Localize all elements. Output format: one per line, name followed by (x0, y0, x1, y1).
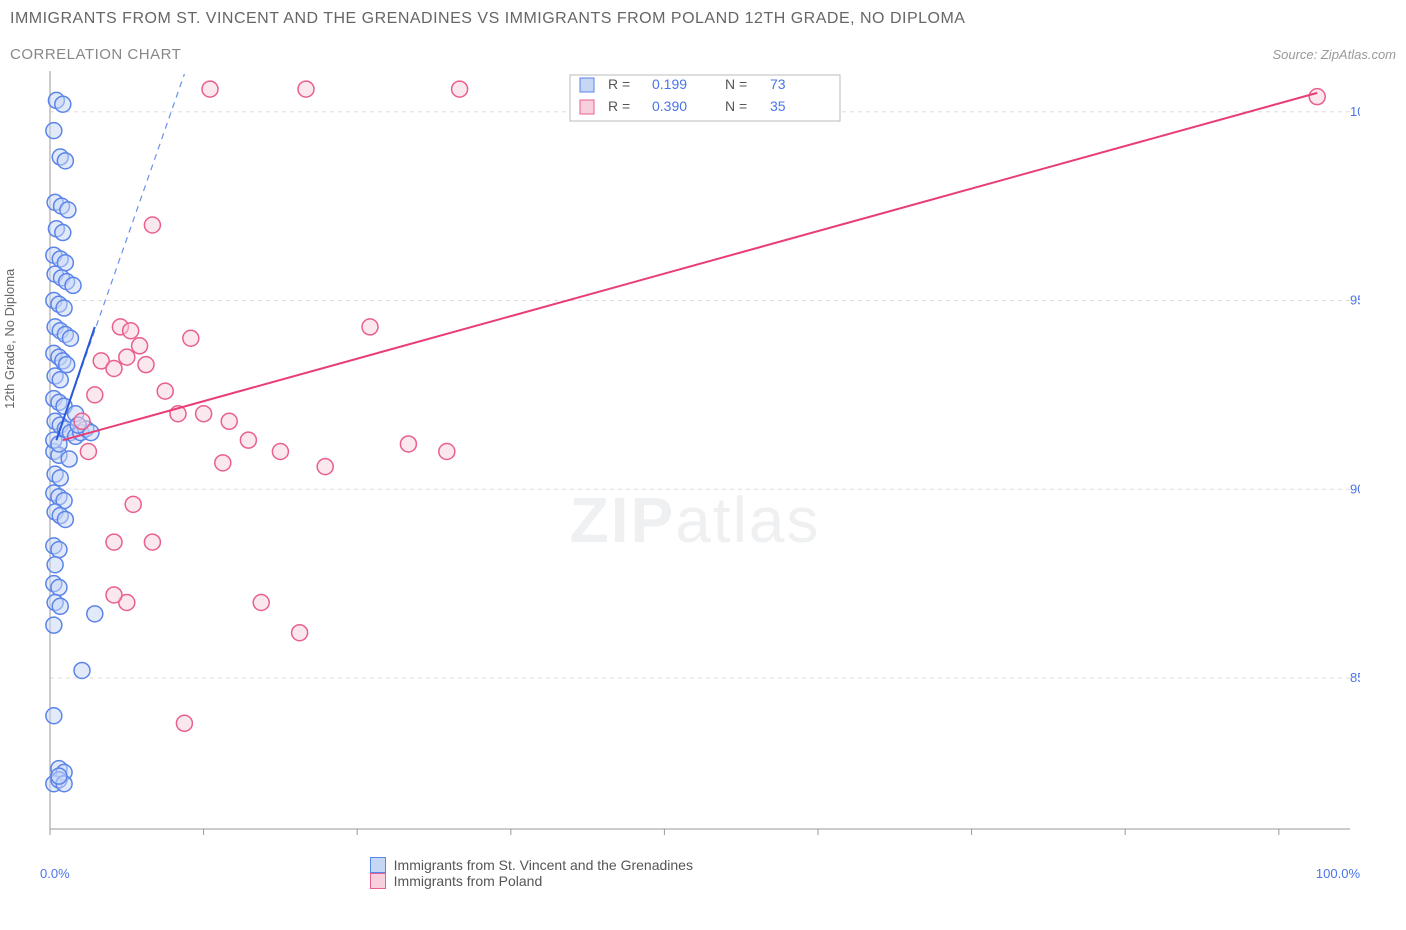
svg-text:R =: R = (608, 98, 630, 114)
y-axis-label: 12th Grade, No Diploma (2, 269, 17, 409)
legend-item: Immigrants from Poland (370, 873, 693, 889)
x-axis-max: 100.0% (1316, 866, 1360, 881)
x-axis-min: 0.0% (40, 866, 70, 881)
svg-text:95.0%: 95.0% (1350, 293, 1360, 308)
svg-text:85.0%: 85.0% (1350, 670, 1360, 685)
svg-text:0.390: 0.390 (652, 98, 687, 114)
chart-subtitle: CORRELATION CHART (10, 46, 181, 63)
svg-text:100.0%: 100.0% (1350, 104, 1360, 119)
svg-text:N =: N = (725, 76, 747, 92)
bottom-legend: 0.0% Immigrants from St. Vincent and the… (40, 857, 1360, 889)
legend-item: Immigrants from St. Vincent and the Gren… (370, 857, 693, 873)
svg-text:35: 35 (770, 98, 786, 114)
source-label: Source: ZipAtlas.com (1272, 47, 1396, 62)
legend-swatch (370, 857, 386, 873)
svg-text:90.0%: 90.0% (1350, 481, 1360, 496)
chart-title: IMMIGRANTS FROM ST. VINCENT AND THE GREN… (10, 10, 1396, 28)
svg-text:N =: N = (725, 98, 747, 114)
svg-text:73: 73 (770, 76, 786, 92)
svg-text:0.199: 0.199 (652, 76, 687, 92)
legend-label: Immigrants from St. Vincent and the Gren… (394, 857, 693, 873)
scatter-chart: 85.0% 90.0% 95.0% 100.0% R = 0.199 N = 73 R = 0.3… (40, 69, 1360, 844)
svg-text:R =: R = (608, 76, 630, 92)
plot-area: 12th Grade, No Diploma ZIPatlas 85.0%90.… (10, 69, 1380, 889)
legend-label: Immigrants from Poland (394, 873, 543, 889)
legend-swatch (370, 873, 386, 889)
